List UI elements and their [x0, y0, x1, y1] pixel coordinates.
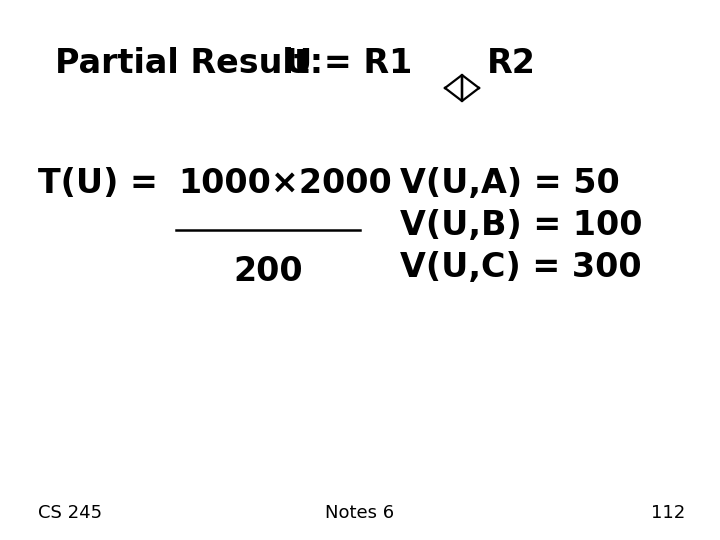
Text: V(U,B) = 100: V(U,B) = 100 — [400, 209, 642, 242]
Text: T(U) =: T(U) = — [38, 167, 169, 200]
Text: Notes 6: Notes 6 — [325, 504, 395, 522]
Text: CS 245: CS 245 — [38, 504, 102, 522]
Text: V(U,C) = 300: V(U,C) = 300 — [400, 251, 642, 284]
Text: V(U,A) = 50: V(U,A) = 50 — [400, 167, 620, 200]
Text: 200: 200 — [233, 255, 303, 288]
Text: U = R1: U = R1 — [285, 47, 413, 80]
Text: 1000×2000: 1000×2000 — [178, 167, 392, 200]
Text: R2: R2 — [487, 47, 536, 80]
Text: 112: 112 — [651, 504, 685, 522]
Text: Partial Result:: Partial Result: — [55, 47, 323, 80]
